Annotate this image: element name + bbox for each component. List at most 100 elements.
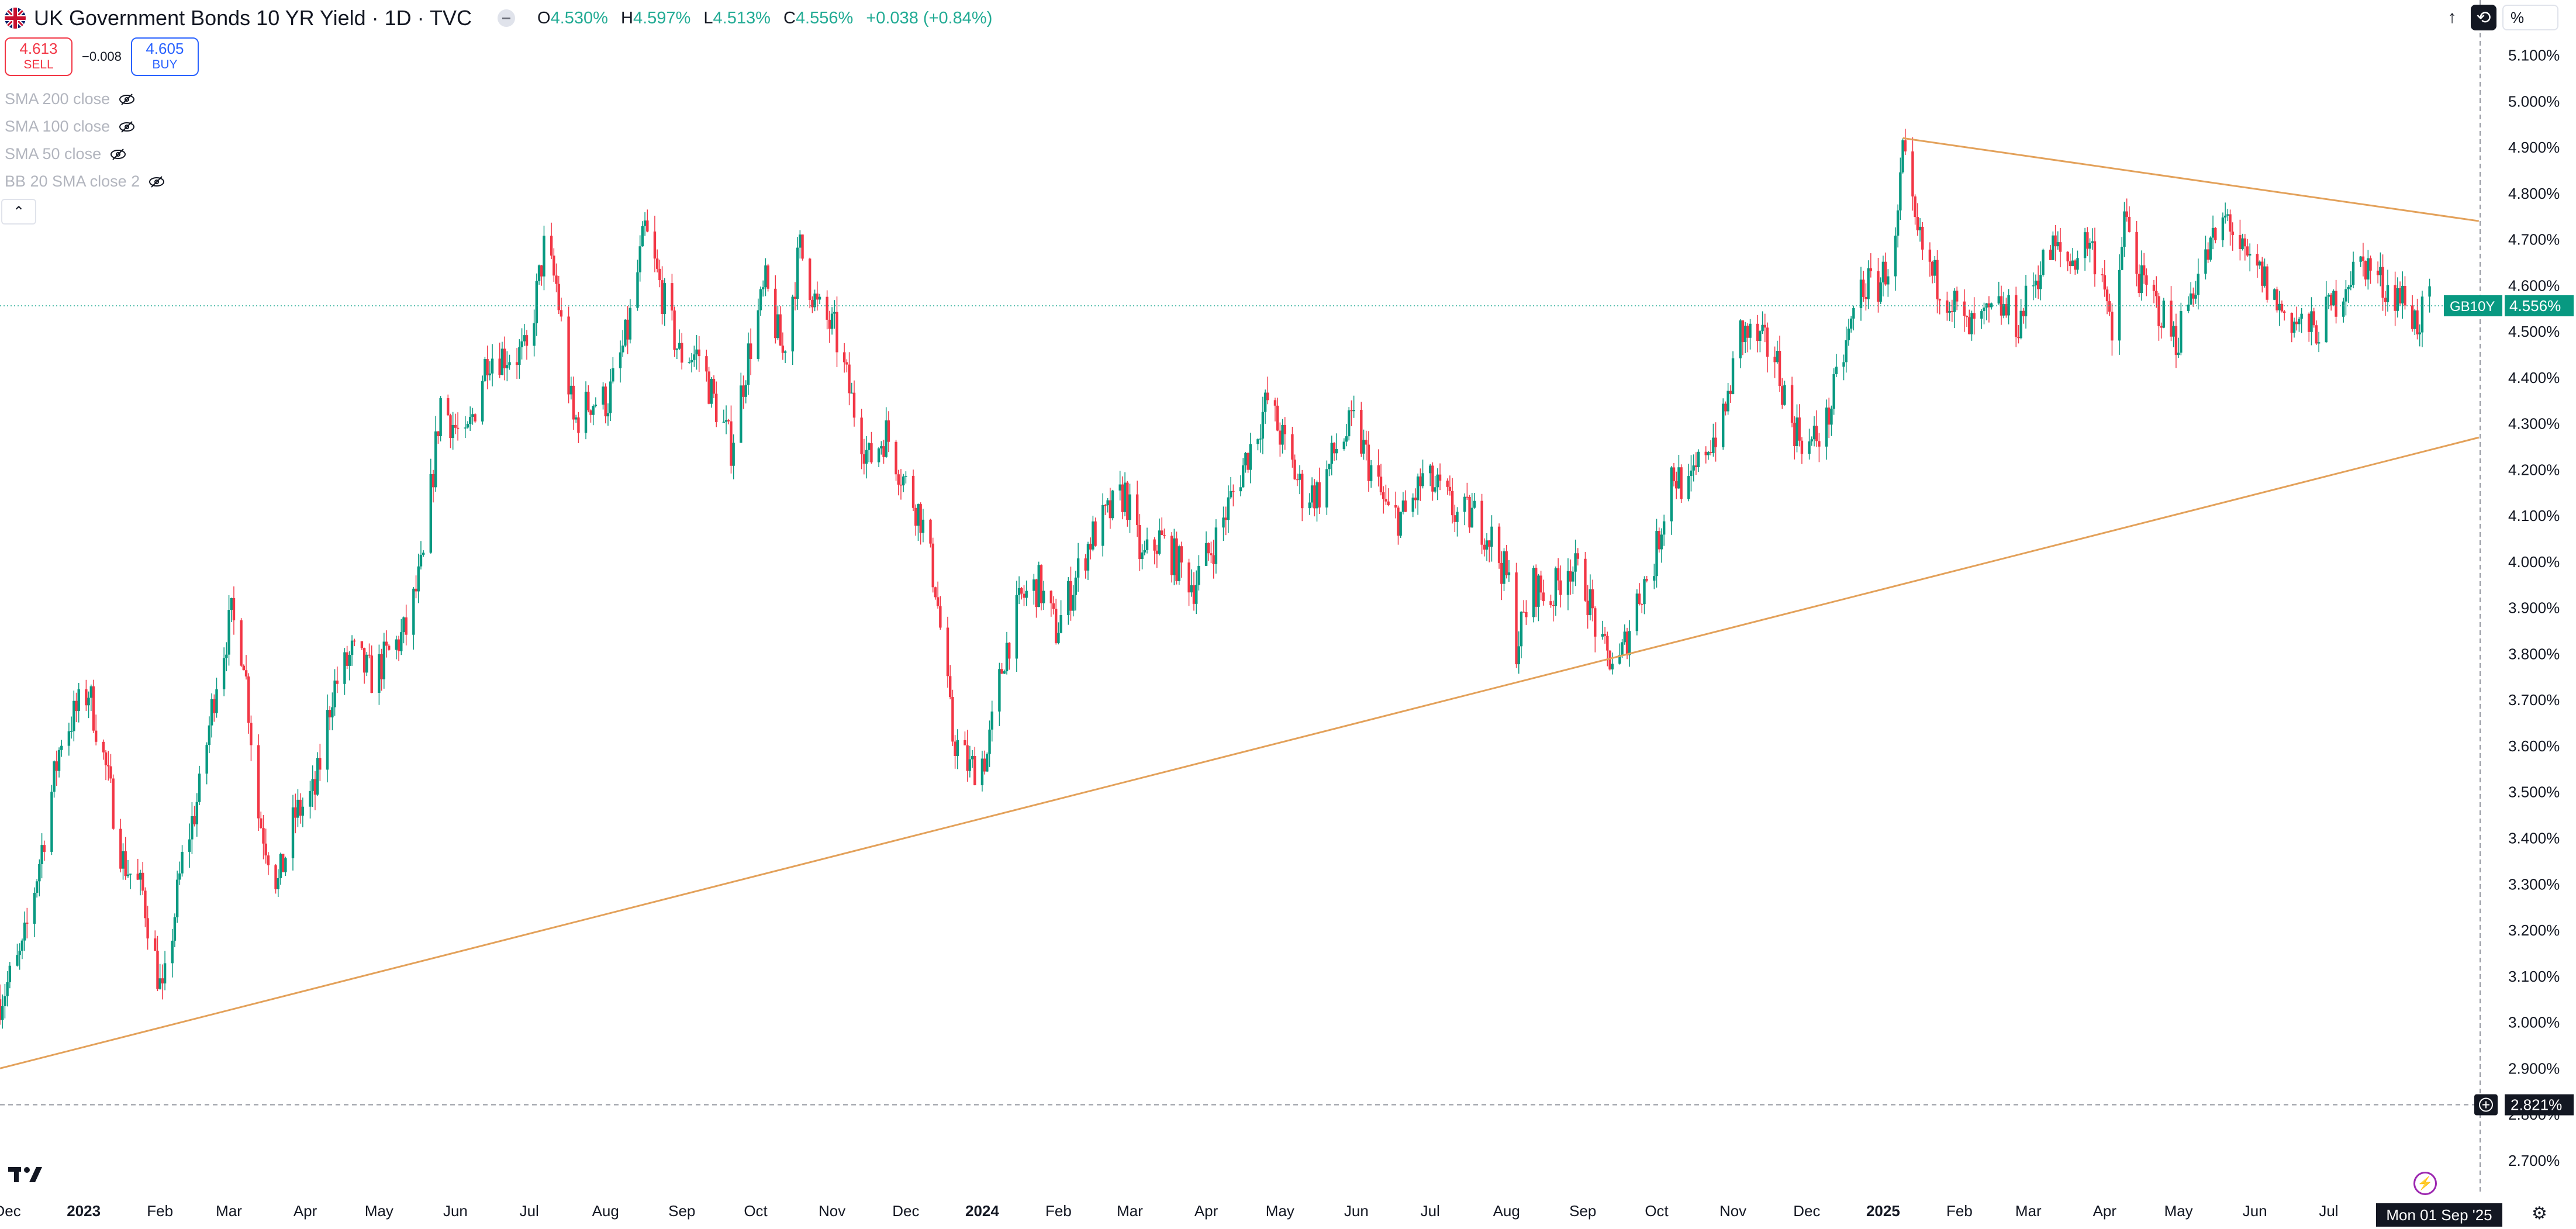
candle-up (1411, 493, 1414, 517)
symbol-title[interactable]: UK Government Bonds 10 YR Yield · 1D · T… (34, 6, 472, 30)
eye-hidden-icon[interactable] (118, 118, 136, 136)
tradingview-logo[interactable] (8, 1164, 44, 1186)
indicator-label: SMA 100 close (5, 118, 111, 135)
candle-down (1608, 650, 1611, 671)
candle-down (1052, 596, 1055, 614)
candle-up (2123, 202, 2126, 257)
candle-down (870, 431, 873, 464)
candle-down (895, 440, 897, 481)
candle-up (1812, 416, 1816, 447)
candle-up (1345, 424, 1348, 447)
sell-button[interactable]: 4.613 SELL (5, 37, 72, 76)
candle-up (16, 943, 19, 967)
candle-down (1675, 471, 1678, 499)
candle-up (880, 441, 883, 455)
candle-up (980, 750, 984, 792)
candle-down (557, 275, 560, 315)
gear-icon[interactable]: ⚙ (2532, 1204, 2547, 1223)
trendline[interactable] (0, 436, 2480, 1069)
indicator-sma-50[interactable]: SMA 50 close (5, 140, 165, 168)
candle-down (1187, 558, 1190, 606)
candle-up (1330, 436, 1333, 476)
lightning-icon[interactable]: ⚡ (2413, 1172, 2437, 1195)
x-tick-label: Apr (1194, 1202, 1218, 1220)
candle-up (1655, 519, 1658, 588)
candle-down (929, 519, 932, 548)
candle-up (1759, 330, 1762, 353)
candle-down (2229, 209, 2232, 246)
candle-down (2138, 264, 2140, 297)
eye-hidden-icon[interactable] (118, 91, 136, 108)
trendline[interactable] (1902, 137, 2480, 222)
candle-down (934, 586, 937, 600)
candle-down (95, 714, 98, 745)
candle-down (1135, 481, 1139, 537)
crosshair-date-badge (2376, 1203, 2502, 1227)
auto-scale-icon[interactable]: ⟲ (2471, 5, 2496, 30)
candle-down (294, 793, 297, 834)
candle-down (2394, 271, 2397, 326)
candle-down (336, 666, 339, 693)
candle-down (2243, 234, 2247, 261)
candle-up (2418, 324, 2421, 347)
candle-up (1808, 429, 1811, 460)
candle-up (1726, 382, 1729, 415)
buy-button[interactable]: 4.605 BUY (130, 37, 199, 76)
candle-down (1914, 194, 1917, 225)
candle-up (2300, 308, 2303, 333)
arrow-up-icon[interactable]: ↑ (2447, 8, 2457, 27)
candle-up (813, 289, 816, 312)
candle-down (2239, 219, 2242, 261)
candle-down (2290, 312, 2294, 343)
candle-up (1825, 399, 1828, 460)
indicator-sma-200[interactable]: SMA 200 close (5, 85, 165, 113)
candle-down (1584, 551, 1587, 602)
indicator-bb-20[interactable]: BB 20 SMA close 2 (5, 168, 165, 195)
candle-down (474, 413, 476, 423)
eye-hidden-icon[interactable] (148, 173, 165, 191)
candle-down (299, 793, 302, 824)
candle-up (1643, 576, 1646, 614)
candle-down (2086, 227, 2089, 257)
candle-up (1554, 566, 1558, 616)
candle-up (8, 962, 12, 989)
candle-down (454, 413, 457, 434)
candle-down (1877, 258, 1880, 313)
candle-down (2174, 313, 2178, 368)
eye-hidden-icon[interactable] (109, 146, 127, 163)
candle-up (481, 375, 484, 425)
indicator-label: SMA 200 close (5, 90, 111, 108)
indicator-label: SMA 50 close (5, 145, 102, 163)
candle-down (1008, 642, 1011, 670)
candle-up (1859, 267, 1863, 321)
candle-up (1776, 340, 1779, 364)
candle-up (139, 869, 142, 896)
candle-up (833, 300, 836, 329)
candle-down (766, 264, 769, 292)
candle-down (213, 694, 216, 722)
candle-up (1847, 319, 1850, 346)
candle-down (146, 906, 149, 950)
candle-down (793, 282, 797, 310)
candle-down (2111, 303, 2114, 356)
candle-down (1741, 320, 1745, 355)
collapse-indicators-button[interactable]: ⌃ (1, 199, 36, 225)
candle-down (2381, 254, 2384, 311)
collapse-legend-button[interactable] (498, 9, 516, 27)
candle-down (658, 260, 661, 288)
candle-down (1279, 422, 1282, 457)
candle-down (1522, 600, 1525, 613)
candle-down (653, 215, 657, 272)
candle-down (540, 265, 543, 286)
candle-up (695, 335, 698, 370)
percent-scale-button[interactable]: % (2502, 5, 2558, 30)
indicator-sma-100[interactable]: SMA 100 close (5, 113, 165, 140)
x-tick-label: May (365, 1202, 393, 1220)
candle-up (4, 984, 6, 1019)
candle-up (1953, 288, 1956, 329)
candle-up (921, 509, 925, 543)
candle-up (1739, 319, 1742, 368)
candle-down (919, 502, 922, 545)
candle-down (2093, 227, 2097, 287)
